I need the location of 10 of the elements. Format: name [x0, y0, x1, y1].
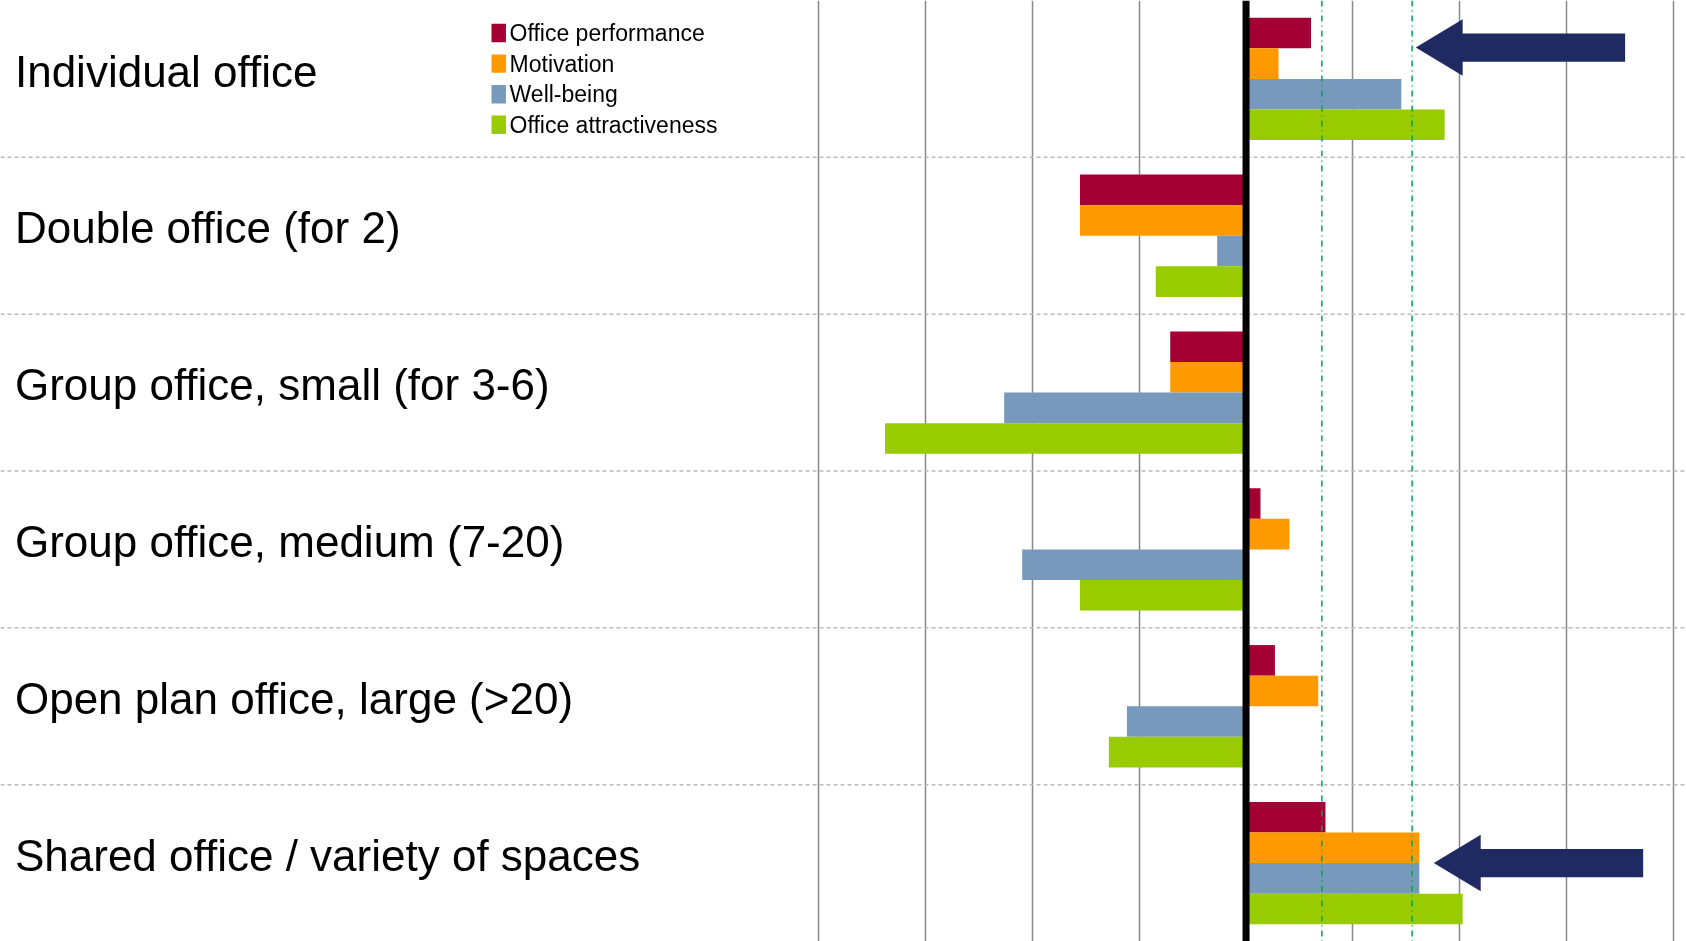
y-tick-label: Shared office / variety of spaces	[14, 830, 641, 880]
legend-label: Office attractiveness	[509, 111, 718, 138]
y-tick-label: Group office, medium (7-20)	[14, 517, 565, 567]
legend-label: Well-being	[509, 81, 618, 108]
legend-label: Motivation	[509, 50, 615, 77]
y-tick-label: Individual office	[14, 46, 318, 96]
y-tick-label: Open plan office, large (>20)	[14, 673, 574, 723]
y-tick-label: Group office, small (for 3-6)	[14, 360, 550, 410]
y-tick-label: Double office (for 2)	[14, 203, 401, 253]
legend-label: Office performance	[509, 20, 705, 47]
